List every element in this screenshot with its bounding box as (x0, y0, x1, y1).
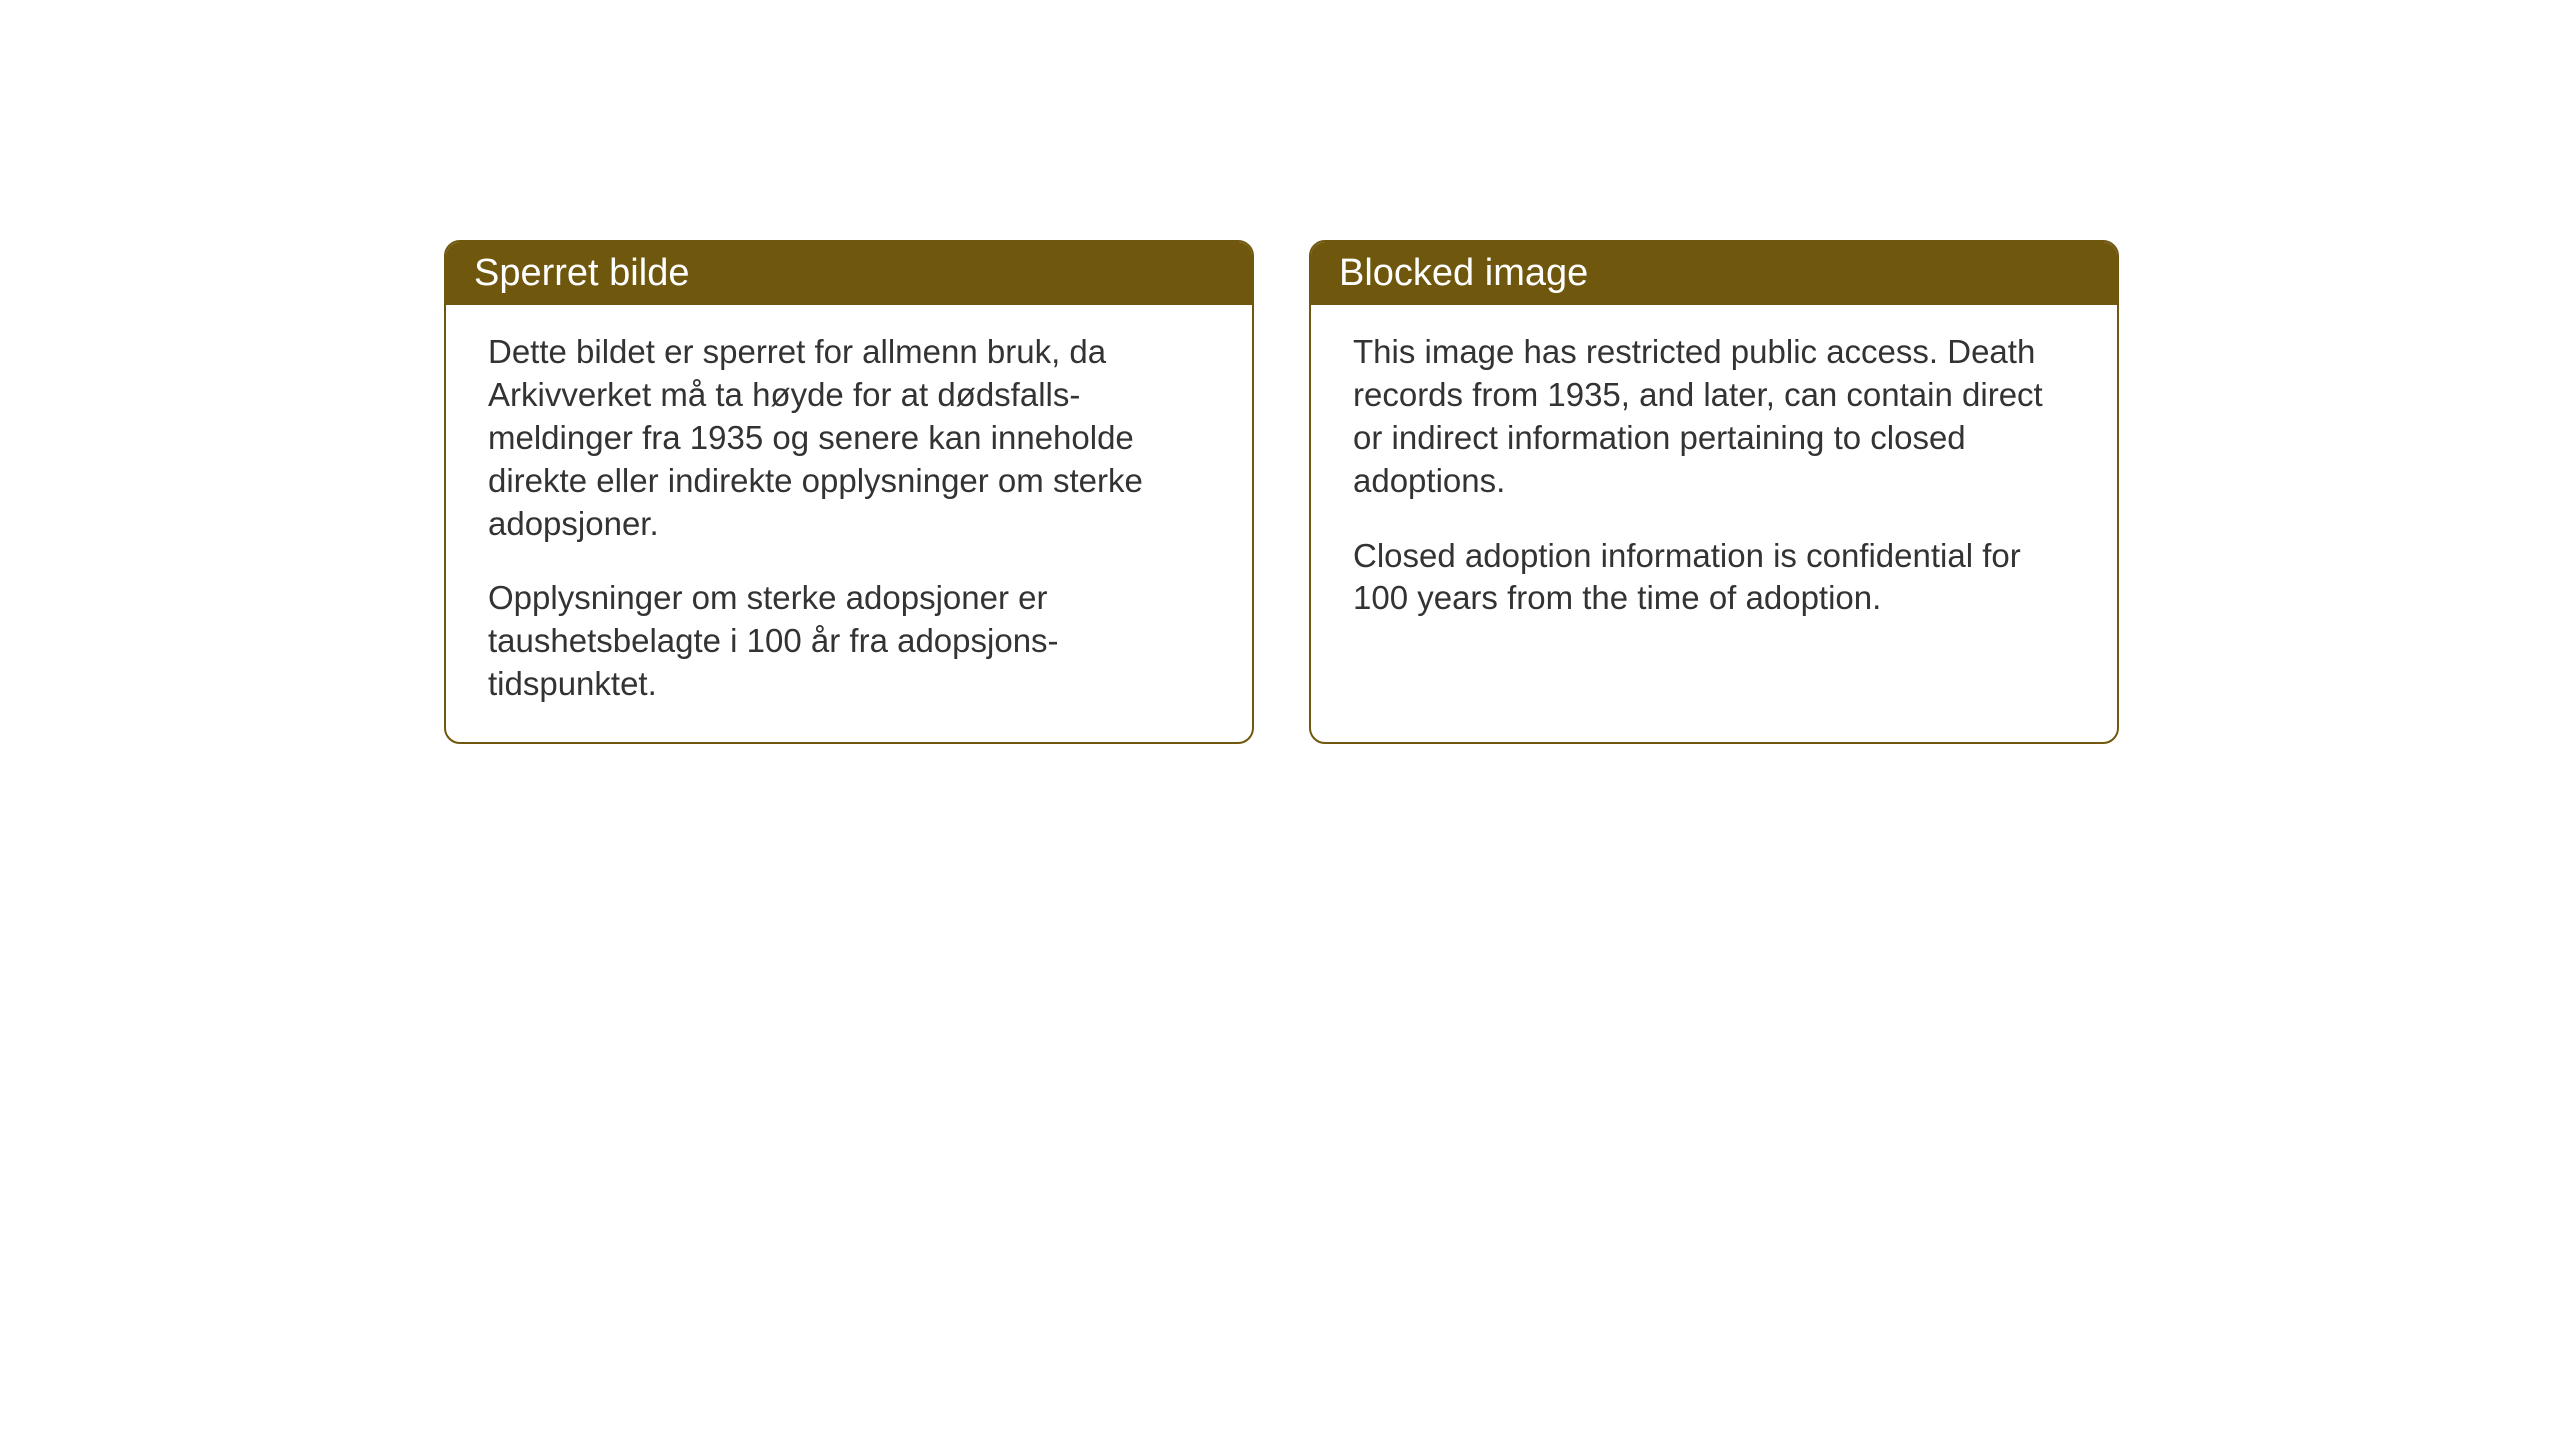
card-paragraph-1-norwegian: Dette bildet er sperret for allmenn bruk… (488, 331, 1210, 545)
card-paragraph-2-norwegian: Opplysninger om sterke adopsjoner er tau… (488, 577, 1210, 706)
blocked-image-card-norwegian: Sperret bilde Dette bildet er sperret fo… (444, 240, 1254, 744)
card-paragraph-2-english: Closed adoption information is confident… (1353, 535, 2075, 621)
blocked-image-card-english: Blocked image This image has restricted … (1309, 240, 2119, 744)
card-title-norwegian: Sperret bilde (474, 252, 689, 294)
card-header-norwegian: Sperret bilde (446, 242, 1252, 305)
card-title-english: Blocked image (1339, 252, 1588, 294)
notice-cards-container: Sperret bilde Dette bildet er sperret fo… (444, 240, 2119, 744)
card-body-english: This image has restricted public access.… (1311, 305, 2117, 656)
card-paragraph-1-english: This image has restricted public access.… (1353, 331, 2075, 503)
card-body-norwegian: Dette bildet er sperret for allmenn bruk… (446, 305, 1252, 742)
card-header-english: Blocked image (1311, 242, 2117, 305)
